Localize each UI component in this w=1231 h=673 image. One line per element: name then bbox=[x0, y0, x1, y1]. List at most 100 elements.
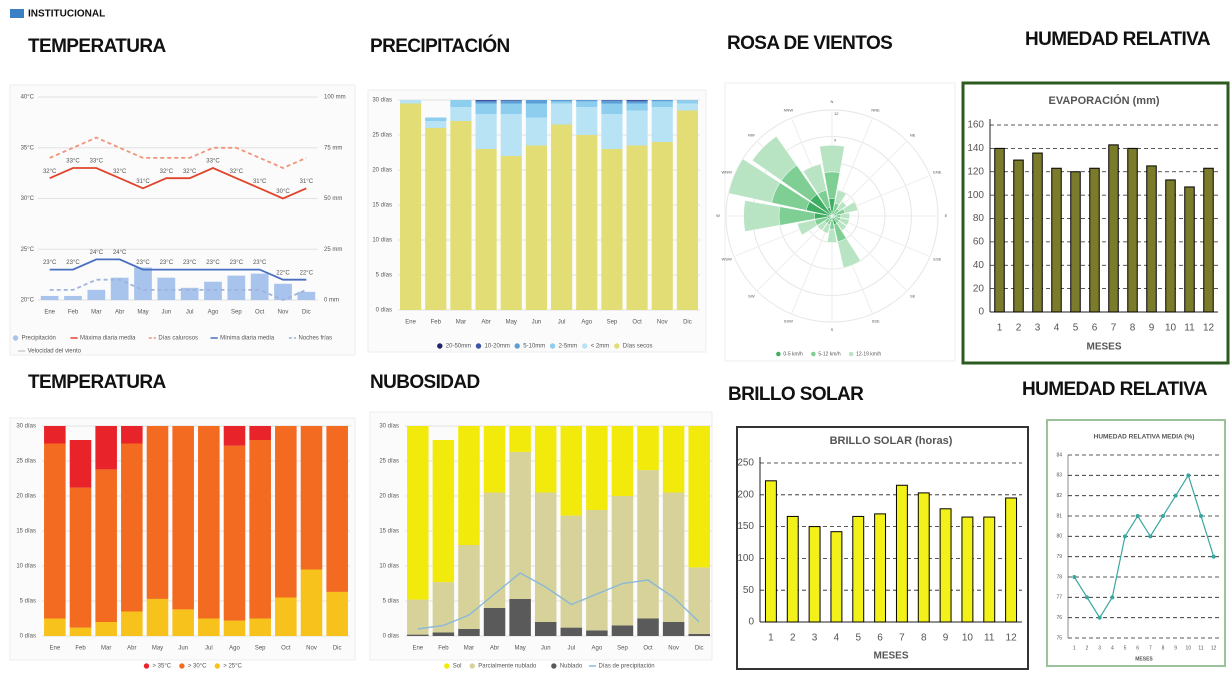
bar bbox=[874, 513, 887, 623]
direction-label: SW bbox=[748, 294, 755, 299]
bar-segment bbox=[560, 515, 583, 628]
x-tick-label: Dic bbox=[695, 646, 704, 652]
x-tick-label: 11 bbox=[1184, 323, 1195, 334]
bar-segment bbox=[688, 567, 710, 634]
x-tick-label: Nov bbox=[278, 310, 289, 316]
bar-segment bbox=[500, 103, 522, 114]
r-tick-label: 12 bbox=[834, 111, 839, 116]
direction-label: ESE bbox=[933, 257, 941, 262]
bar bbox=[1184, 186, 1195, 313]
x-axis-label: MESES bbox=[1135, 656, 1153, 662]
x-tick-label: Ago bbox=[208, 310, 219, 316]
panel bbox=[1046, 419, 1226, 667]
legend-label: 5-10mm bbox=[523, 344, 545, 350]
y-tick-label: 76 bbox=[1056, 615, 1062, 621]
x-tick-label: 11 bbox=[984, 633, 995, 644]
bar-segment bbox=[586, 510, 608, 631]
bar-segment bbox=[525, 100, 547, 104]
x-tick-label: Ene bbox=[405, 320, 416, 326]
bar-segment bbox=[432, 632, 455, 636]
y-tick-label: 100 bbox=[737, 553, 754, 564]
x-tick-label: Abr bbox=[115, 310, 124, 316]
legend-label: Días calurosos bbox=[158, 336, 198, 342]
x-tick-label: Dic bbox=[333, 646, 342, 652]
y-tick-label: 10 días bbox=[379, 564, 399, 570]
legend-label: Mínima diaria media bbox=[220, 336, 275, 342]
x-tick-label: Ago bbox=[229, 646, 240, 652]
data-label: 23°C bbox=[253, 260, 267, 266]
bar-segment bbox=[551, 100, 573, 102]
bar-segment bbox=[576, 107, 598, 135]
bar-segment bbox=[500, 100, 522, 101]
bar-segment bbox=[407, 599, 429, 635]
bar-segment bbox=[44, 618, 66, 636]
legend-label: Velocidad del viento bbox=[28, 349, 82, 355]
bar-segment bbox=[432, 440, 455, 583]
bar-segment bbox=[198, 426, 220, 619]
bar-segment bbox=[483, 426, 506, 493]
x-tick-label: 1 bbox=[997, 323, 1003, 334]
chart-inner-title: EVAPORACIÓN (mm) bbox=[1048, 94, 1159, 107]
bar-segment bbox=[601, 100, 623, 101]
bar-segment bbox=[425, 117, 447, 121]
bar-segment bbox=[560, 426, 583, 516]
legend-label: Nublado bbox=[560, 664, 583, 670]
chart-title: TEMPERATURA bbox=[28, 372, 167, 393]
y-tick-label: 35°C bbox=[21, 145, 35, 151]
bar bbox=[64, 295, 82, 300]
bar-segment bbox=[601, 149, 623, 310]
bar bbox=[786, 515, 799, 623]
bar-segment bbox=[601, 100, 623, 104]
bar bbox=[1051, 167, 1062, 313]
chart-title: ROSA DE VIENTOS bbox=[727, 33, 892, 54]
bar-segment bbox=[69, 627, 92, 636]
chart-title: HUMEDAD RELATIVA bbox=[1025, 29, 1211, 50]
y-tick-label: 25 días bbox=[372, 133, 392, 139]
x-tick-label: Jul bbox=[567, 646, 575, 652]
x-tick-label: Oct bbox=[255, 310, 265, 316]
data-label: 22°C bbox=[276, 270, 290, 276]
bar-segment bbox=[249, 426, 271, 440]
header-icon bbox=[10, 9, 24, 18]
bar-segment bbox=[432, 582, 455, 633]
bar bbox=[227, 275, 246, 300]
bar-segment bbox=[509, 426, 531, 452]
bar-segment bbox=[576, 101, 598, 107]
direction-label: SSE bbox=[872, 318, 880, 323]
direction-label: ENE bbox=[933, 169, 942, 174]
point bbox=[1186, 473, 1191, 478]
data-label: 23°C bbox=[66, 260, 80, 266]
data-label: 23°C bbox=[206, 260, 220, 266]
bar bbox=[1032, 152, 1043, 313]
legend-swatch bbox=[12, 335, 19, 341]
data-label: 32°C bbox=[230, 169, 244, 175]
point bbox=[1072, 575, 1077, 579]
y-tick-label: 50 bbox=[743, 585, 755, 596]
y-tick-label: 0 mm bbox=[324, 298, 339, 304]
y-tick-label: 40 bbox=[973, 260, 985, 271]
point bbox=[1123, 534, 1127, 539]
bar-segment bbox=[601, 103, 623, 114]
legend-swatch bbox=[143, 663, 150, 669]
x-tick-label: Ago bbox=[581, 320, 592, 326]
bar-segment bbox=[249, 440, 271, 619]
y-tick-label: 25°C bbox=[21, 247, 35, 253]
point bbox=[1173, 493, 1178, 498]
x-tick-label: 12 bbox=[1211, 645, 1217, 651]
x-tick-label: Jun bbox=[178, 646, 188, 652]
y-tick-label: 75 mm bbox=[324, 145, 342, 151]
x-tick-label: 9 bbox=[1149, 323, 1155, 334]
x-tick-label: 9 bbox=[1174, 645, 1177, 651]
bar-segment bbox=[676, 110, 698, 310]
bar-segment bbox=[500, 100, 522, 104]
x-tick-label: Jun bbox=[541, 646, 551, 652]
x-tick-label: May bbox=[514, 646, 525, 652]
x-tick-label: Dic bbox=[302, 310, 311, 316]
x-tick-label: Abr bbox=[481, 320, 490, 326]
bar-segment bbox=[69, 440, 92, 488]
y-tick-label: 60 bbox=[973, 237, 985, 248]
bar bbox=[1089, 167, 1100, 313]
y-tick-label: 50 mm bbox=[324, 196, 342, 202]
bar-segment bbox=[586, 630, 608, 636]
